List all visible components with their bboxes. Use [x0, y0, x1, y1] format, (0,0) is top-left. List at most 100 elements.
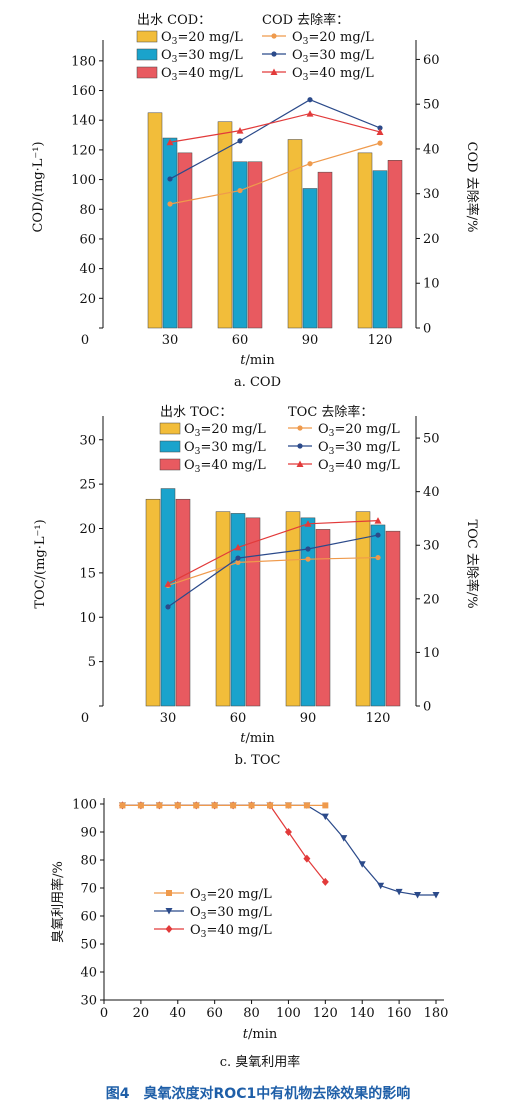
utilization-point — [248, 802, 255, 809]
legend-bar-swatch — [136, 30, 158, 43]
removal-line-o3-40 — [167, 519, 379, 585]
bar-o3-20 — [147, 112, 163, 329]
x-axis-label: t/min — [243, 1027, 278, 1042]
x-tick-label: 90 — [302, 333, 319, 348]
left-y-tick-label: 40 — [79, 262, 96, 277]
utilization-point — [211, 802, 218, 809]
legend-bar-title: 出水 TOC： — [160, 405, 232, 420]
left-y-tick-label: 60 — [79, 232, 96, 247]
bar-o3-20 — [217, 121, 233, 329]
removal-point — [304, 520, 312, 527]
x-tick-label: 120 — [368, 333, 393, 348]
removal-point — [166, 138, 174, 146]
y-tick-label: 70 — [80, 882, 97, 897]
right-y-tick-label: 0 — [423, 700, 431, 715]
removal-point — [307, 161, 313, 167]
legend-line-label: O3=20 mg/L — [292, 30, 374, 47]
utilization-point — [230, 802, 237, 809]
left-y-tick-label: 5 — [88, 655, 96, 670]
removal-point — [235, 555, 241, 561]
bar-o3-30 — [372, 170, 388, 329]
bar-o3-20 — [145, 498, 161, 707]
left-y-tick-label: 30 — [79, 433, 96, 448]
bar-o3-30 — [160, 488, 176, 707]
x-tick-label: 30 — [160, 711, 177, 726]
x-tick-label: 160 — [387, 1006, 412, 1021]
utilization-point — [340, 835, 348, 842]
right-y-tick-label: 40 — [423, 485, 440, 500]
bar-o3-40 — [175, 498, 191, 707]
x-tick-label: 90 — [300, 711, 317, 726]
removal-point — [374, 517, 382, 524]
legend-line-label: O3=20 mg/L — [190, 887, 272, 904]
removal-point — [164, 580, 172, 587]
utilization-point — [321, 877, 329, 886]
x-tick-label: 60 — [206, 1006, 223, 1021]
left-y-axis-label: TOC/(mg·L⁻¹) — [33, 519, 48, 608]
legend-line-marker — [166, 890, 172, 896]
utilization-point — [395, 888, 403, 896]
removal-line-o3-20 — [169, 142, 381, 205]
legend-line-label: O3=40 mg/L — [318, 458, 400, 475]
removal-point — [165, 604, 171, 610]
bar-o3-40 — [385, 530, 401, 707]
left-y-tick-label: 140 — [71, 114, 96, 129]
legend-line-marker — [271, 33, 277, 39]
removal-line-o3-20 — [167, 556, 379, 587]
legend-bar-label: O3=20 mg/L — [184, 422, 266, 439]
right-y-tick-label: 30 — [423, 187, 440, 202]
utilization-point — [285, 802, 292, 809]
left-y-tick-label: 180 — [71, 54, 96, 69]
utilization-point — [119, 802, 126, 809]
bar-o3-40 — [247, 161, 263, 329]
x-zero-tick-label: 0 — [81, 711, 89, 726]
legend-bar-swatch — [159, 422, 181, 435]
subcaption: a. COD — [234, 375, 281, 390]
subcaption: c. 臭氧利用率 — [220, 1054, 301, 1070]
utilization-point — [303, 802, 310, 809]
x-tick-label: 120 — [313, 1006, 338, 1021]
bar-o3-30 — [300, 517, 316, 707]
removal-point — [306, 110, 314, 117]
utilization-point — [156, 802, 163, 809]
legend-line-marker — [165, 908, 173, 915]
removal-line-o3-40 — [169, 112, 381, 143]
legend-bar-label: O3=40 mg/L — [184, 458, 266, 475]
utilization-point — [303, 854, 311, 863]
left-y-axis-label: COD/(mg·L⁻¹) — [31, 141, 46, 232]
removal-point — [234, 543, 242, 551]
right-y-tick-label: 50 — [423, 432, 440, 447]
y-axis-label: 臭氧利用率/% — [50, 861, 66, 943]
x-axis-label: t/min — [240, 353, 275, 368]
legend-line-label: O3=30 mg/L — [292, 48, 374, 65]
removal-point — [377, 140, 383, 146]
utilization-point — [321, 813, 329, 821]
bar-o3-20 — [215, 511, 231, 707]
x-axis-label: t/min — [240, 731, 275, 746]
removal-point — [376, 128, 384, 135]
right-y-axis-label: COD 去除率/% — [464, 142, 480, 233]
utilization-point — [137, 802, 144, 809]
left-y-tick-label: 120 — [71, 143, 96, 158]
removal-point — [375, 554, 381, 561]
removal-point — [167, 176, 173, 182]
bar-o3-30 — [302, 188, 318, 329]
right-y-tick-label: 40 — [423, 142, 440, 157]
legend-bar-swatch — [159, 440, 181, 453]
removal-point — [375, 532, 381, 538]
x-tick-label: 140 — [350, 1006, 375, 1021]
removal-point — [307, 97, 313, 103]
bar-o3-40 — [387, 160, 403, 329]
bar-o3-40 — [245, 517, 261, 707]
removal-line-o3-30 — [169, 99, 381, 180]
utilization-point — [414, 892, 422, 899]
legend-line-label: O3=30 mg/L — [190, 905, 272, 922]
right-y-tick-label: 50 — [423, 98, 440, 113]
x-tick-label: 180 — [424, 1006, 449, 1021]
left-y-tick-label: 15 — [79, 566, 96, 581]
legend-bar-label: O3=20 mg/L — [161, 30, 243, 47]
utilization-point — [267, 802, 273, 809]
x-tick-label: 60 — [232, 333, 249, 348]
removal-point — [235, 559, 241, 565]
